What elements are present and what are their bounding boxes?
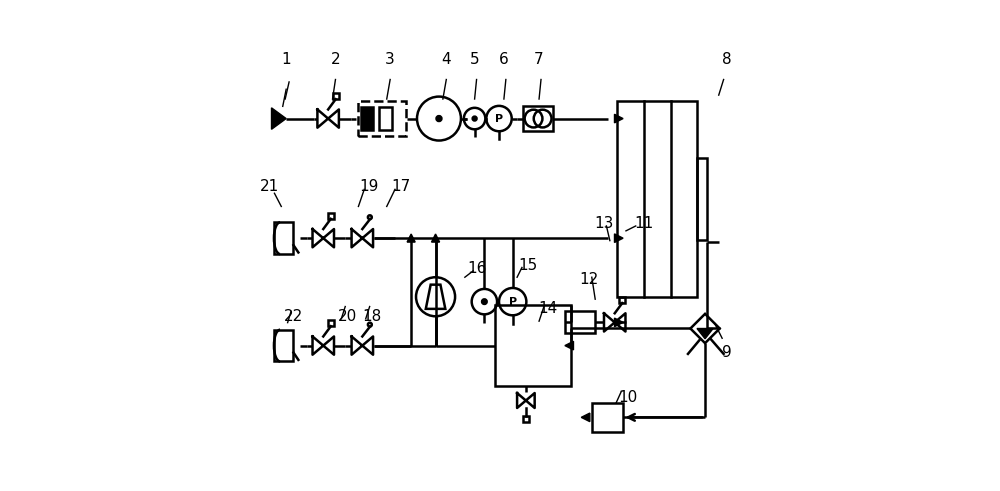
Text: 16: 16 — [467, 261, 486, 276]
Text: 11: 11 — [634, 216, 654, 231]
Text: 13: 13 — [594, 216, 614, 231]
Circle shape — [473, 117, 477, 120]
Bar — [697, 158, 707, 240]
Text: 1: 1 — [281, 53, 291, 67]
Text: 14: 14 — [538, 301, 557, 317]
Bar — [523, 416, 529, 422]
Text: 10: 10 — [618, 390, 638, 406]
Text: P: P — [495, 113, 503, 124]
Circle shape — [437, 116, 441, 121]
Bar — [361, 107, 373, 130]
Polygon shape — [407, 234, 415, 242]
Polygon shape — [614, 234, 623, 243]
Circle shape — [482, 300, 487, 304]
Text: 15: 15 — [519, 257, 538, 273]
Bar — [274, 222, 293, 254]
Bar — [592, 403, 623, 432]
Text: 18: 18 — [362, 309, 382, 324]
Bar — [619, 297, 625, 303]
Text: 19: 19 — [359, 179, 379, 194]
Bar — [565, 311, 595, 333]
Text: 9: 9 — [722, 345, 732, 360]
Polygon shape — [272, 108, 286, 129]
Text: 2: 2 — [331, 53, 340, 67]
Polygon shape — [697, 328, 713, 339]
Bar — [333, 93, 339, 99]
Text: 21: 21 — [260, 179, 279, 194]
Polygon shape — [565, 341, 573, 350]
Text: 22: 22 — [284, 309, 304, 324]
Bar — [328, 320, 334, 326]
Polygon shape — [432, 234, 440, 242]
Bar — [274, 330, 293, 361]
Bar — [358, 101, 406, 136]
Text: 3: 3 — [385, 53, 395, 67]
Text: 8: 8 — [722, 53, 732, 67]
Bar — [328, 213, 334, 219]
Polygon shape — [581, 413, 590, 422]
Text: 7: 7 — [534, 53, 544, 67]
Bar — [523, 106, 553, 131]
Polygon shape — [614, 114, 623, 123]
Text: 17: 17 — [392, 179, 411, 194]
Bar — [495, 305, 571, 386]
Text: 12: 12 — [579, 272, 598, 287]
Text: P: P — [509, 297, 517, 307]
Text: 6: 6 — [499, 53, 509, 67]
Text: 20: 20 — [338, 309, 357, 324]
Text: 4: 4 — [441, 53, 451, 67]
Polygon shape — [614, 318, 623, 327]
Bar — [617, 102, 697, 297]
Bar — [379, 107, 392, 130]
Text: 5: 5 — [470, 53, 479, 67]
